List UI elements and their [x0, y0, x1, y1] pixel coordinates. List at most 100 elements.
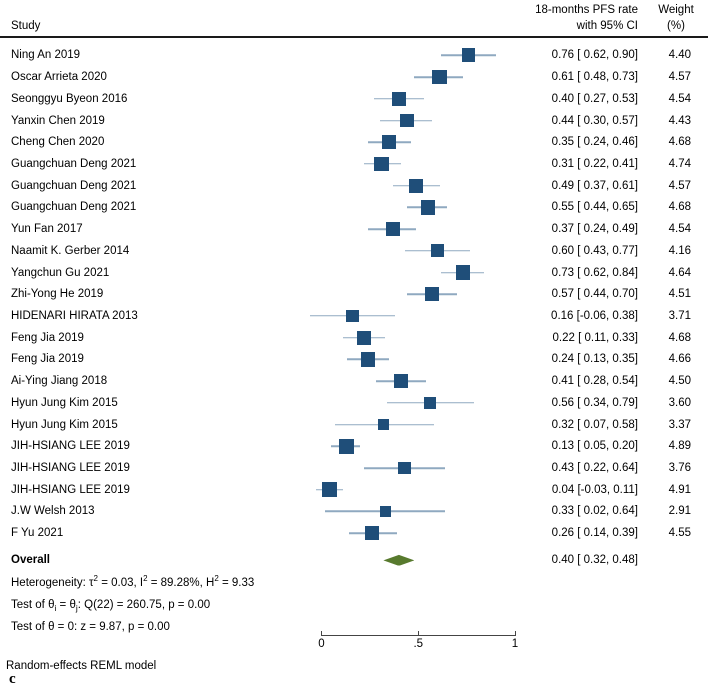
study-name: Yangchun Gu 2021 [11, 266, 110, 279]
forest-row: Guangchuan Deng 2021 0.49 [ 0.37, 0.61] 4.… [0, 175, 708, 197]
weight-value: 2.91 [668, 505, 691, 518]
estimate-label: 0.76 [ 0.62, 0.90] [551, 49, 638, 62]
stat-text: = θ [56, 598, 76, 611]
estimate-label: 0.24 [ 0.13, 0.35] [551, 353, 638, 366]
axis-tick [321, 631, 322, 636]
effect-square [346, 309, 359, 323]
estimate-label: 0.73 [ 0.62, 0.84] [551, 266, 638, 279]
study-name: J.W Welsh 2013 [11, 505, 95, 518]
estimate-label: 0.37 [ 0.24, 0.49] [551, 223, 638, 236]
axis-tick [514, 631, 516, 636]
estimate-label: 0.56 [ 0.34, 0.79] [551, 396, 638, 409]
weight-value: 4.16 [668, 244, 691, 257]
effect-square [424, 287, 439, 302]
estimate-label: 0.49 [ 0.37, 0.61] [551, 179, 638, 192]
forest-row: F Yu 2021 0.26 [ 0.14, 0.39] 4.55 [0, 522, 708, 544]
stat-text: = 9.33 [218, 576, 255, 589]
study-name: Guangchuan Deng 2021 [11, 179, 137, 192]
test-theta-zero-line: Test of θ = 0: z = 9.87, p = 0.00 [11, 621, 170, 637]
study-name: Guangchuan Deng 2021 [11, 201, 137, 214]
panel-label: c [9, 671, 16, 687]
forest-row: JIH-HSIANG LEE 2019 0.43 [ 0.22, 0.64] 3.7… [0, 457, 708, 479]
axis-tick [417, 631, 419, 636]
estimate-label: 0.44 [ 0.30, 0.57] [551, 114, 638, 127]
study-name: Guangchuan Deng 2021 [11, 157, 137, 170]
overall-label: Overall [11, 554, 50, 567]
study-name: Seonggyu Byeon 2016 [11, 92, 128, 105]
forest-row: Yanxin Chen 2019 0.44 [ 0.30, 0.57] 4.43 [0, 110, 708, 132]
stat-text: = 0.03, I [98, 576, 144, 589]
column-header-weight-line1: Weight [658, 4, 694, 16]
stat-text: = 89.28%, H [147, 576, 215, 589]
study-name: Cheng Chen 2020 [11, 136, 105, 149]
overall-estimate-label: 0.40 [ 0.32, 0.48] [551, 554, 638, 567]
effect-square [430, 244, 445, 258]
weight-value: 4.64 [668, 266, 691, 279]
axis-tick-label: 1 [511, 638, 519, 650]
forest-row: Hyun Jung Kim 2015 0.56 [ 0.34, 0.79] 3.60 [0, 392, 708, 414]
column-header-effect-line2: with 95% CI [576, 20, 638, 32]
forest-row: JIH-HSIANG LEE 2019 0.13 [ 0.05, 0.20] 4.8… [0, 435, 708, 457]
weight-value: 4.57 [668, 71, 691, 84]
weight-value: 4.68 [668, 331, 691, 344]
study-name: Hyun Jung Kim 2015 [11, 396, 118, 409]
forest-row: Feng Jia 2019 0.22 [ 0.11, 0.33] 4.68 [0, 327, 708, 349]
effect-square [420, 200, 436, 215]
weight-value: 4.51 [668, 288, 691, 301]
estimate-label: 0.55 [ 0.44, 0.65] [551, 201, 638, 214]
weight-value: 4.43 [668, 114, 691, 127]
estimate-label: 0.13 [ 0.05, 0.20] [551, 440, 638, 453]
estimate-label: 0.40 [ 0.27, 0.53] [551, 92, 638, 105]
weight-value: 4.50 [668, 375, 691, 388]
estimate-label: 0.57 [ 0.44, 0.70] [551, 288, 638, 301]
axis-tick-label: .5 [413, 638, 424, 650]
study-name: F Yu 2021 [11, 527, 64, 540]
forest-row: Yun Fan 2017 0.37 [ 0.24, 0.49] 4.54 [0, 218, 708, 240]
heterogeneity-line: Heterogeneity: τ2 = 0.03, I2 = 89.28%, H… [11, 574, 255, 593]
effect-square [321, 482, 337, 498]
stat-text-sub: j [75, 602, 78, 613]
test-theta-ij-line: Test of θi = θj: Q(22) = 260.75, p = 0.0… [11, 599, 210, 615]
stat-text: : Q(22) = 260.75, p = 0.00 [77, 598, 211, 611]
effect-square [423, 396, 436, 409]
stat-text-sup: 2 [214, 574, 219, 583]
weight-value: 4.91 [668, 483, 691, 496]
study-name: JIH-HSIANG LEE 2019 [11, 440, 130, 453]
study-name: Zhi-Yong He 2019 [11, 288, 104, 301]
study-name: Feng Jia 2019 [11, 331, 84, 344]
forest-row: HIDENARI HIRATA 2013 0.16 [-0.06, 0.38] 3.… [0, 305, 708, 327]
axis-tick-label: 0 [318, 638, 325, 650]
stat-text-sup: 2 [93, 574, 98, 583]
stat-text: Test of θ = 0: z = 9.87, p = 0.00 [11, 620, 170, 633]
model-note: Random-effects REML model [6, 660, 157, 672]
header-divider [0, 36, 708, 38]
effect-square [374, 156, 389, 172]
estimate-label: 0.22 [ 0.11, 0.33] [552, 331, 638, 344]
study-name: JIH-HSIANG LEE 2019 [11, 483, 130, 496]
forest-row: Ai-Ying Jiang 2018 0.41 [ 0.28, 0.54] 4.50 [0, 370, 708, 392]
study-name: Oscar Arrieta 2020 [11, 71, 107, 84]
estimate-label: 0.32 [ 0.07, 0.58] [551, 418, 638, 431]
estimate-label: 0.43 [ 0.22, 0.64] [551, 462, 638, 475]
column-header-weight-line2: (%) [667, 20, 685, 32]
weight-value: 4.40 [668, 49, 691, 62]
study-name: Yanxin Chen 2019 [11, 114, 105, 127]
study-name: Hyun Jung Kim 2015 [11, 418, 118, 431]
estimate-label: 0.61 [ 0.48, 0.73] [551, 71, 638, 84]
study-name: Ai-Ying Jiang 2018 [11, 375, 108, 388]
stat-text: Heterogeneity: τ [11, 576, 94, 589]
weight-value: 3.71 [668, 309, 691, 322]
effect-square [382, 135, 397, 150]
weight-value: 3.37 [668, 418, 691, 431]
study-name: Yun Fan 2017 [11, 223, 83, 236]
effect-square [461, 48, 476, 63]
overall-diamond [383, 554, 415, 566]
forest-row: Yangchun Gu 2021 0.73 [ 0.62, 0.84] 4.64 [0, 262, 708, 284]
estimate-label: 0.60 [ 0.43, 0.77] [551, 244, 638, 257]
weight-value: 4.68 [668, 136, 691, 149]
estimate-label: 0.35 [ 0.24, 0.46] [551, 136, 638, 149]
weight-value: 3.60 [668, 396, 691, 409]
effect-square [455, 265, 470, 280]
forest-row: Guangchuan Deng 2021 0.31 [ 0.22, 0.41] 4.… [0, 153, 708, 175]
